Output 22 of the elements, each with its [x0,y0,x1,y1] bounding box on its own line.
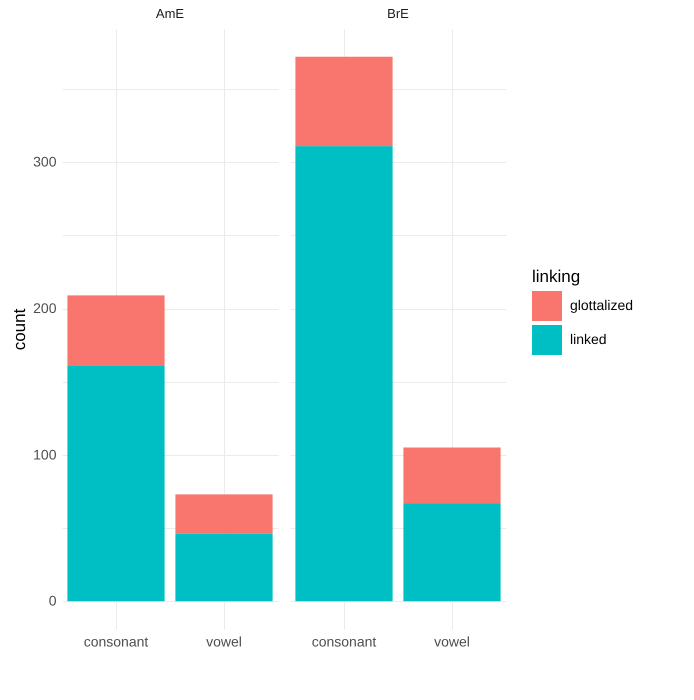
bar [175,494,273,534]
x-tick-label: vowel [434,634,470,650]
y-tick-label: 100 [33,446,57,462]
x-tick-label: consonant [312,634,376,650]
legend-title: linking [532,267,580,286]
chart-title: BrE [387,6,410,21]
x-tick-label: vowel [206,634,242,650]
bar [403,448,501,504]
y-tick-label: 0 [48,592,57,609]
bar [67,366,165,602]
legend-label: linked [570,331,607,347]
bar [295,146,393,602]
y-tick-label: 200 [33,300,57,316]
y-tick-label: 300 [33,154,57,170]
y-axis-title: count [10,308,30,350]
bar [175,534,273,602]
x-tick-label: consonant [84,634,148,650]
bar [295,56,393,146]
legend-label: glottalized [570,297,634,313]
chart-title: AmE [156,6,184,21]
bar [67,295,165,366]
bar [403,503,501,602]
